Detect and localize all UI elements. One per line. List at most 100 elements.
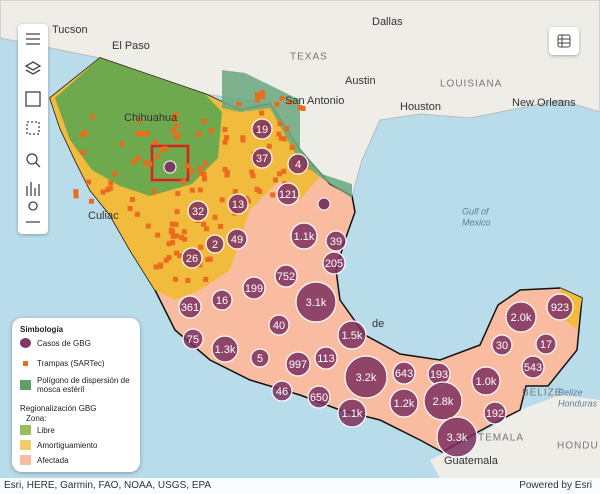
cluster-label: 3.1k bbox=[306, 297, 327, 309]
trap bbox=[172, 276, 178, 282]
legend-region-title: Regionalización GBG bbox=[20, 404, 97, 413]
trap bbox=[155, 153, 161, 159]
case-cluster bbox=[285, 351, 311, 377]
cluster-label: 75 bbox=[187, 334, 199, 346]
place-label: TEXAS bbox=[290, 52, 328, 63]
trap bbox=[281, 136, 287, 142]
trap bbox=[218, 224, 224, 230]
trap bbox=[174, 250, 180, 256]
cluster-label: 1.1k bbox=[342, 408, 363, 420]
legend-item: Libre bbox=[20, 425, 55, 435]
trap bbox=[224, 135, 230, 141]
legend-label: Polígono de dispersión de mosca estéril bbox=[37, 376, 130, 394]
tool-icons[interactable] bbox=[26, 162, 41, 223]
trap bbox=[240, 137, 246, 143]
cluster-label: 40 bbox=[273, 320, 285, 332]
place-label: Tucson bbox=[52, 24, 88, 36]
trap bbox=[266, 143, 272, 149]
trap bbox=[219, 197, 225, 203]
trap bbox=[140, 131, 146, 137]
trap bbox=[171, 116, 177, 122]
cluster-label: 32 bbox=[192, 206, 204, 218]
trap bbox=[131, 159, 137, 165]
cluster-label: 2.8k bbox=[433, 396, 454, 408]
trap bbox=[207, 256, 213, 262]
cluster-label: 49 bbox=[231, 234, 243, 246]
cluster-label: 192 bbox=[486, 408, 504, 420]
case-cluster bbox=[521, 355, 545, 379]
trap bbox=[80, 149, 86, 155]
trap bbox=[245, 198, 251, 204]
case-cluster bbox=[227, 193, 249, 215]
case-cluster bbox=[178, 295, 202, 319]
powered-by[interactable]: Powered by Esri bbox=[519, 480, 592, 491]
cluster-label: 2.0k bbox=[511, 312, 532, 324]
legend-title: Simbología bbox=[20, 325, 64, 334]
legend-label: Afectada bbox=[37, 455, 69, 465]
clusters: 19 37 4 121 32 13 1.1k 39 49 2 205 26 752 199 3.1k 16 36… bbox=[163, 118, 574, 458]
trap bbox=[232, 189, 238, 195]
case-cluster bbox=[325, 230, 347, 252]
trap bbox=[277, 171, 283, 177]
search-icon[interactable] bbox=[26, 153, 38, 165]
trap bbox=[212, 214, 218, 220]
place-label: HONDU bbox=[557, 441, 599, 452]
trap bbox=[195, 131, 201, 137]
layers-icon[interactable] bbox=[24, 61, 42, 75]
trap bbox=[180, 179, 186, 185]
case-dot bbox=[163, 160, 177, 174]
trap bbox=[201, 118, 207, 124]
trap bbox=[155, 232, 161, 238]
place-label: Culiac bbox=[88, 210, 119, 222]
legend-item: Afectada bbox=[20, 455, 69, 465]
cluster-label: 1.5k bbox=[342, 330, 363, 342]
trap bbox=[169, 221, 175, 227]
cluster-label: 1.2k bbox=[394, 398, 415, 410]
trap bbox=[259, 90, 265, 96]
trap bbox=[250, 173, 256, 179]
case-cluster bbox=[251, 147, 273, 169]
case-cluster bbox=[314, 346, 338, 370]
trap bbox=[257, 188, 263, 194]
cluster-label: 923 bbox=[551, 302, 569, 314]
cluster-label: 199 bbox=[245, 283, 263, 295]
trap bbox=[284, 125, 290, 131]
legend-item: Polígono de dispersión de mosca estéril bbox=[20, 376, 132, 394]
case-cluster bbox=[211, 289, 233, 311]
trap bbox=[166, 241, 172, 247]
select-icon[interactable] bbox=[26, 121, 40, 135]
menu-icon[interactable] bbox=[26, 33, 40, 45]
trap bbox=[204, 226, 210, 232]
trap bbox=[157, 262, 163, 268]
sterile-fly-polygon bbox=[222, 70, 352, 198]
trap bbox=[89, 114, 95, 120]
trap bbox=[177, 253, 183, 259]
table-button[interactable] bbox=[549, 27, 579, 55]
trap bbox=[112, 171, 118, 177]
cluster-label: 643 bbox=[395, 368, 413, 380]
place-label: San Antonio bbox=[285, 95, 344, 107]
legend-item: Trampas (SARTec) bbox=[20, 358, 105, 368]
trap bbox=[259, 110, 265, 116]
place-label: Gulf of bbox=[462, 206, 490, 216]
cluster-label: 5 bbox=[257, 353, 263, 365]
trap bbox=[135, 155, 141, 161]
trap bbox=[197, 166, 203, 172]
qr-icon[interactable] bbox=[25, 91, 41, 107]
trap bbox=[297, 105, 303, 111]
case-cluster bbox=[205, 234, 225, 254]
case-cluster bbox=[187, 200, 209, 222]
case-cluster bbox=[423, 381, 463, 421]
trap bbox=[202, 161, 208, 167]
case-cluster bbox=[242, 276, 266, 300]
trap bbox=[222, 167, 228, 173]
trap bbox=[179, 235, 185, 241]
legend-label: Libre bbox=[37, 425, 55, 435]
trap bbox=[73, 193, 79, 199]
place-label: Mexico bbox=[462, 217, 491, 227]
trap bbox=[274, 101, 280, 107]
case-cluster bbox=[251, 118, 273, 140]
trap bbox=[254, 92, 260, 98]
trap bbox=[172, 112, 178, 118]
